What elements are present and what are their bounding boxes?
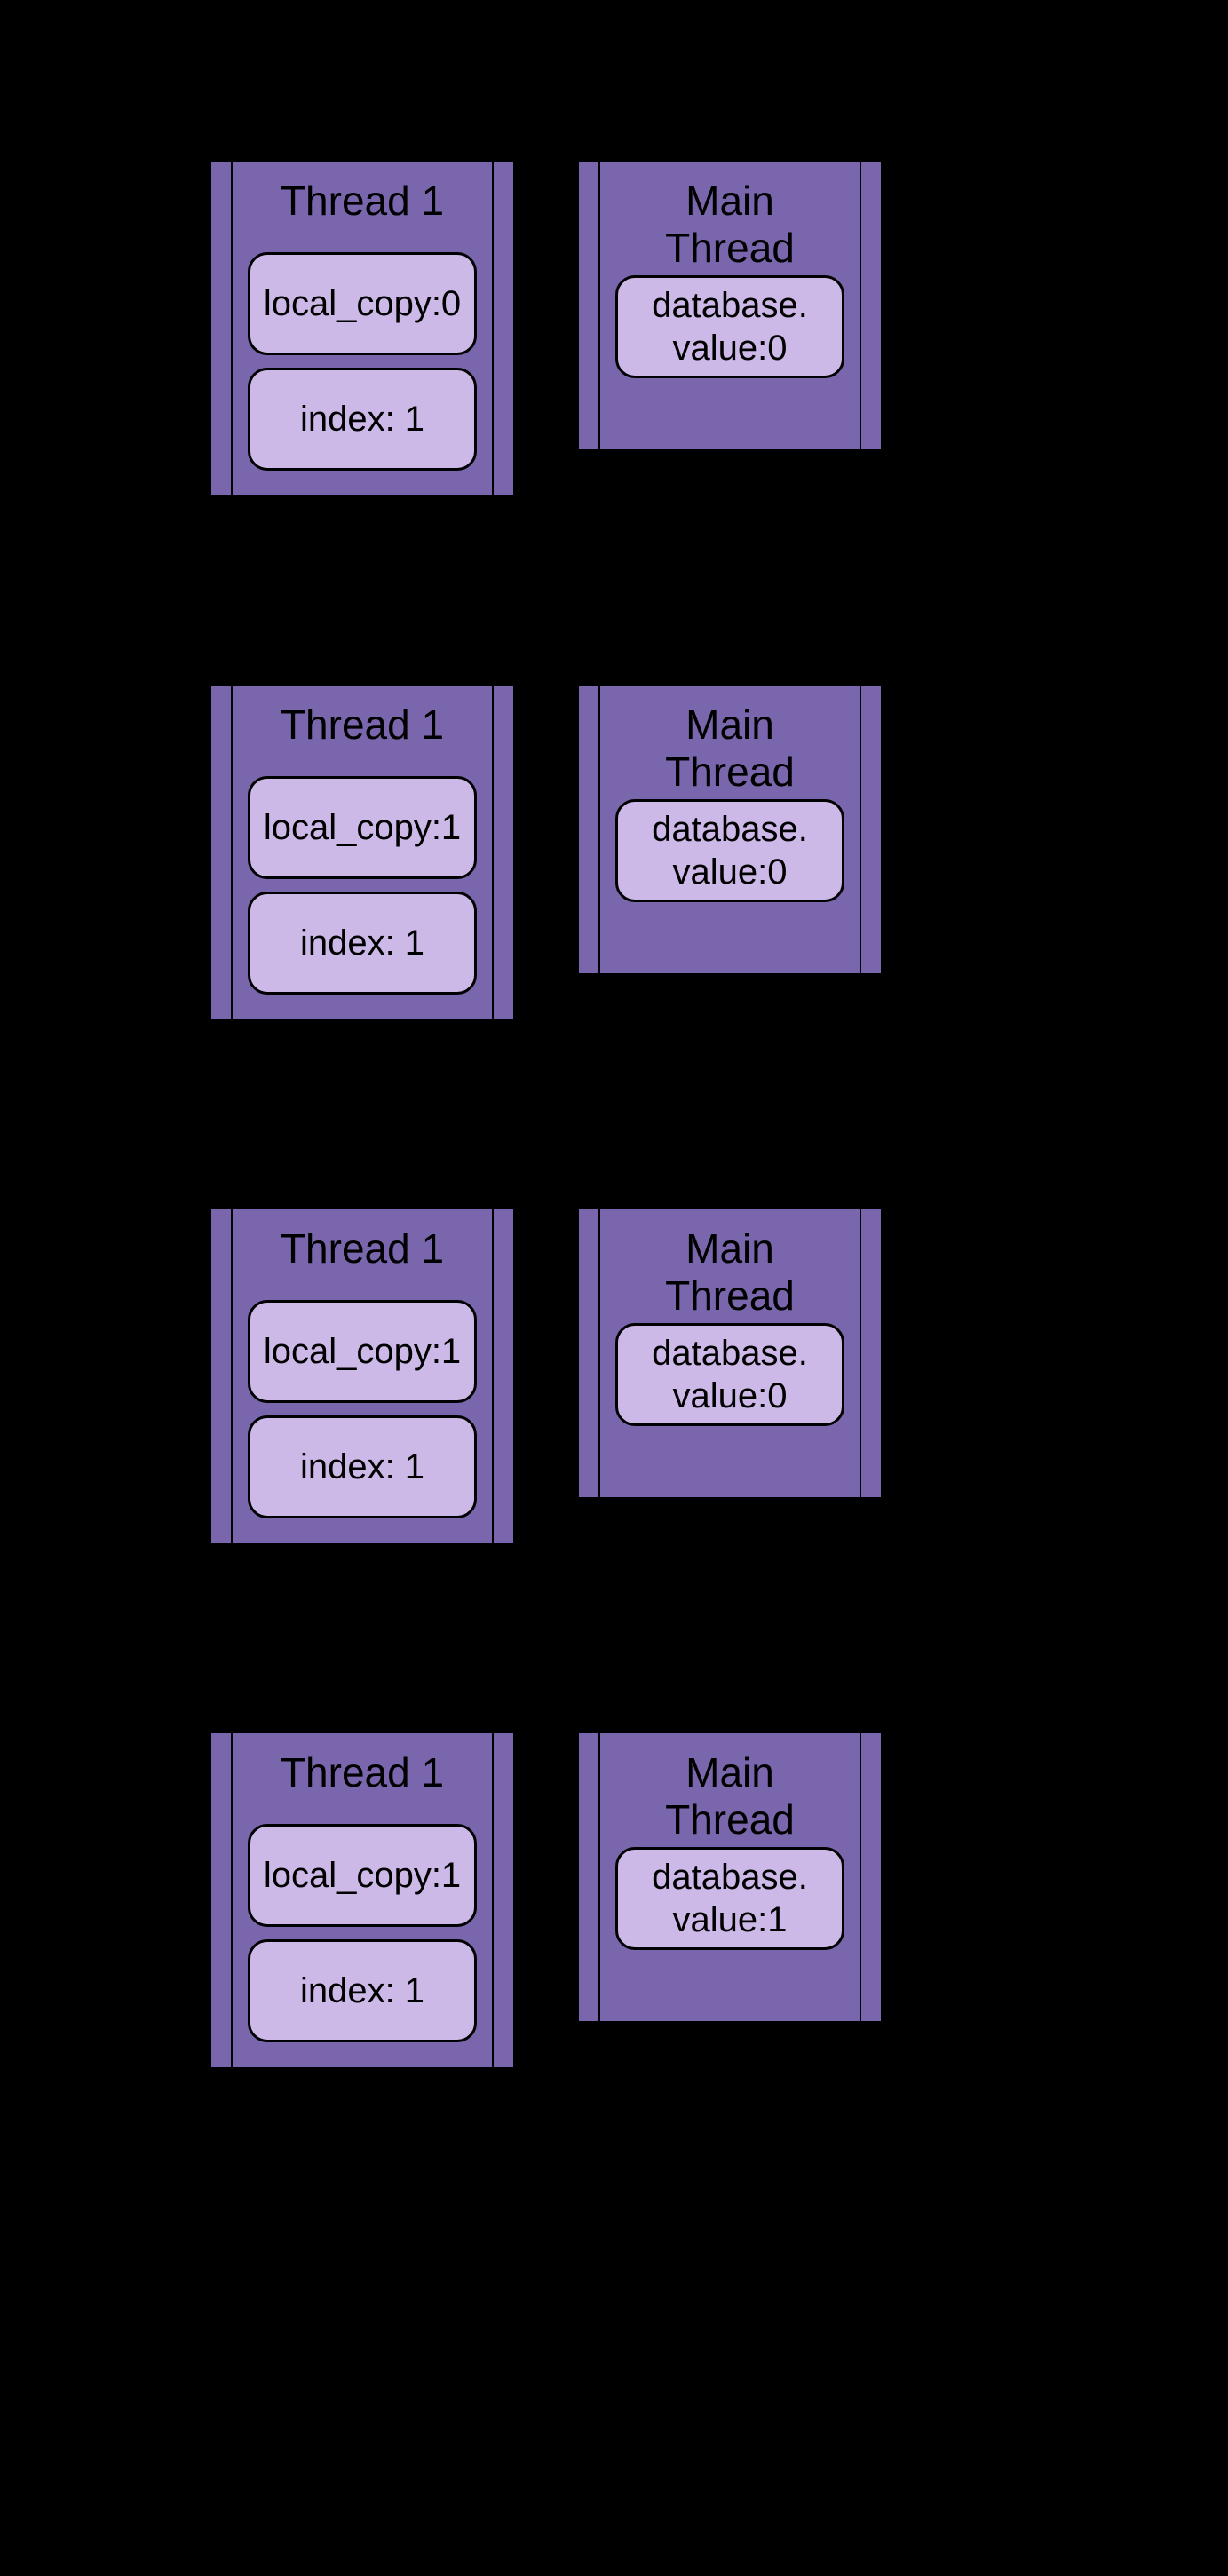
- local-copy-value: local_copy:1: [248, 776, 477, 879]
- local-copy-value: local_copy:1: [248, 1300, 477, 1403]
- main-thread-title: MainThread: [579, 1733, 881, 1843]
- thread-title: Thread 1: [211, 1733, 513, 1796]
- local-copy-value: local_copy:1: [248, 1824, 477, 1927]
- thread-title: Thread 1: [211, 162, 513, 225]
- index-value: index: 1: [248, 1415, 477, 1518]
- database-value: database.value:0: [615, 275, 844, 378]
- index-value: index: 1: [248, 368, 477, 471]
- thread-title: Thread 1: [211, 686, 513, 749]
- local-copy-value: local_copy:0: [248, 252, 477, 355]
- index-value: index: 1: [248, 892, 477, 995]
- database-value: database.value:1: [615, 1847, 844, 1950]
- main-thread-title: MainThread: [579, 162, 881, 272]
- database-value: database.value:0: [615, 1323, 844, 1426]
- thread-title: Thread 1: [211, 1209, 513, 1272]
- index-value: index: 1: [248, 1939, 477, 2042]
- main-thread-title: MainThread: [579, 1209, 881, 1320]
- main-thread-title: MainThread: [579, 686, 881, 796]
- database-value: database.value:0: [615, 799, 844, 902]
